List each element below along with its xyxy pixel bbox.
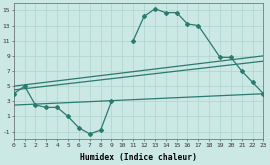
X-axis label: Humidex (Indice chaleur): Humidex (Indice chaleur) [80, 153, 197, 162]
